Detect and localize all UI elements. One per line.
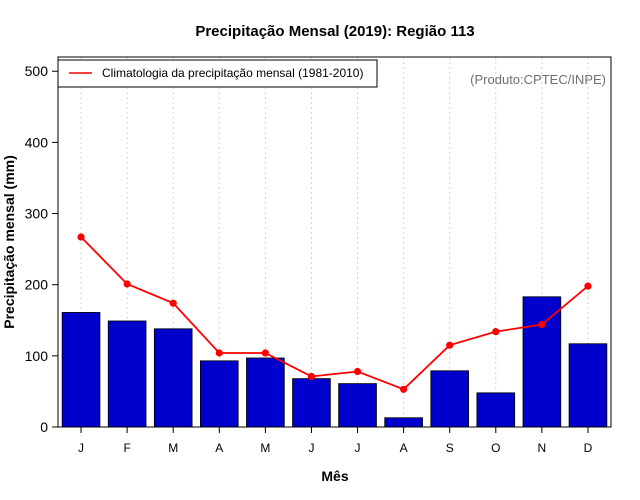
x-tick-label: A xyxy=(400,441,408,455)
climatology-line xyxy=(80,236,589,391)
legend: Climatologia da precipitação mensal (198… xyxy=(57,59,378,88)
legend-box xyxy=(57,59,378,88)
x-tick-label: N xyxy=(538,441,547,455)
y-tick-label: 0 xyxy=(40,419,48,435)
bar-12 xyxy=(568,343,608,428)
climatology-point-7 xyxy=(353,367,362,376)
x-tick-label: M xyxy=(168,441,178,455)
climatology-point-3 xyxy=(169,299,177,307)
plot-frame xyxy=(57,56,612,428)
legend-entry-climatology: Climatologia da precipitação mensal (198… xyxy=(102,66,363,80)
source-annotation: (Produto:CPTEC/INPE) xyxy=(470,72,606,87)
x-tick-label: A xyxy=(215,441,223,455)
climatology-point-5 xyxy=(261,349,269,357)
climatology-point-2 xyxy=(123,280,131,288)
climatology-point-11 xyxy=(538,320,546,329)
line-layer xyxy=(77,233,592,393)
climatology-point-6 xyxy=(307,372,316,381)
chart-title: Precipitação Mensal (2019): Região 113 xyxy=(195,23,474,40)
bar-11 xyxy=(522,296,562,428)
x-tick-label: J xyxy=(78,441,84,455)
y-tick-label: 100 xyxy=(25,348,49,364)
x-tick-label: F xyxy=(123,441,130,455)
climatology-point-10 xyxy=(492,328,500,336)
bar-5 xyxy=(246,357,285,428)
x-tick-label: D xyxy=(584,441,593,455)
y-axis-label: Precipitação mensal (mm) xyxy=(1,155,17,329)
bar-2 xyxy=(107,320,147,428)
bar-4 xyxy=(199,360,239,428)
y-tick-label: 400 xyxy=(25,134,49,150)
climatology-point-8 xyxy=(400,385,408,393)
y-tick-label: 200 xyxy=(25,277,49,293)
x-tick-label: S xyxy=(446,441,454,455)
climatology-point-1 xyxy=(77,233,85,241)
x-tick-label: M xyxy=(260,441,270,455)
y-tick-label: 300 xyxy=(25,206,49,222)
bar-1 xyxy=(61,312,101,428)
bar-9 xyxy=(430,370,470,428)
x-tick-label: J xyxy=(355,441,361,455)
climatology-point-9 xyxy=(446,341,454,349)
climatology-point-4 xyxy=(215,349,223,357)
x-tick-label: O xyxy=(491,441,500,455)
bar-layer xyxy=(61,296,608,428)
grid-layer xyxy=(80,57,589,427)
bar-7 xyxy=(338,383,377,428)
bar-3 xyxy=(153,328,193,428)
climatology-point-12 xyxy=(584,282,592,290)
x-axis-label: Mês xyxy=(321,468,348,484)
bar-8 xyxy=(384,417,423,428)
bar-6 xyxy=(292,378,331,428)
bar-10 xyxy=(476,392,516,428)
x-tick-label: J xyxy=(308,441,314,455)
y-axis: 0 100 200 300 400 500 xyxy=(25,63,58,435)
y-tick-label: 500 xyxy=(25,63,49,79)
